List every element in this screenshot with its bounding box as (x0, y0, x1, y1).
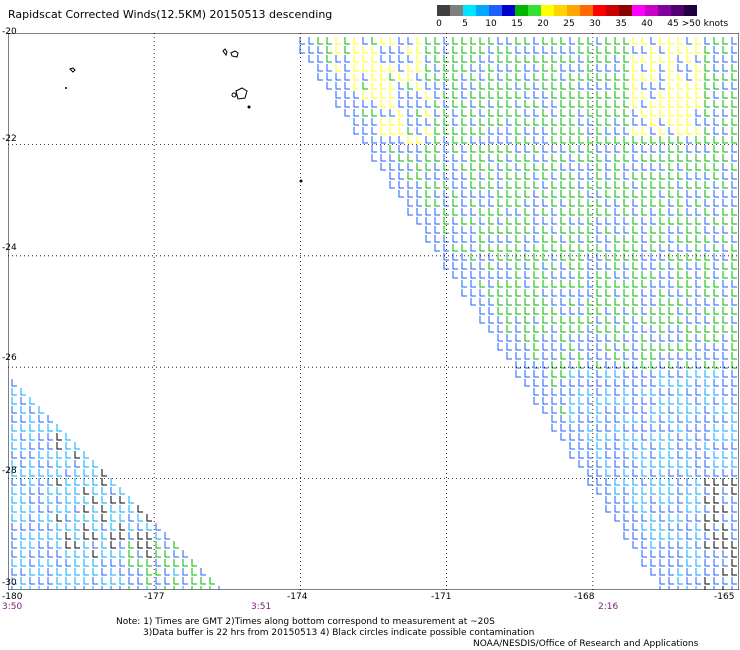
lon-label: -174 (287, 592, 307, 602)
color-scale-swatch (632, 5, 645, 16)
lat-label: -26 (2, 353, 17, 363)
note-line-2: 3)Data buffer is 22 hrs from 20150513 4)… (143, 628, 534, 638)
color-scale-tick-label: 25 (563, 19, 574, 29)
lon-label: -171 (431, 592, 451, 602)
lat-label: -24 (2, 243, 17, 253)
note-line-1: Note: 1) Times are GMT 2)Times along bot… (116, 617, 495, 627)
island-dot (248, 106, 251, 109)
color-scale-swatch (606, 5, 619, 16)
color-scale-tick-label: 0 (436, 19, 442, 29)
color-scale-swatch (593, 5, 606, 16)
map-frame (8, 33, 739, 590)
color-scale-swatch (502, 5, 515, 16)
color-scale-swatch (554, 5, 567, 16)
lon-label: -168 (574, 592, 594, 602)
lon-label: -177 (144, 592, 164, 602)
color-scale-swatch (541, 5, 554, 16)
color-scale-swatch (684, 5, 697, 16)
island-dot (300, 180, 303, 183)
island-dot (65, 87, 67, 89)
color-scale-tick-label: 5 (462, 19, 468, 29)
color-scale-labels: 0 5 10 15 20 25 30 35 40 45 >50 knots (437, 19, 717, 31)
color-scale-tick-label: 40 (641, 19, 652, 29)
color-scale-tick-label: 35 (615, 19, 626, 29)
time-label: 2:16 (598, 602, 618, 612)
color-scale-tick-label: 20 (537, 19, 548, 29)
lat-label: -28 (2, 466, 17, 476)
wind-speed-color-scale: 0 5 10 15 20 25 30 35 40 45 >50 knots (437, 5, 697, 33)
color-scale-swatch (528, 5, 541, 16)
color-scale-swatch (645, 5, 658, 16)
color-scale-tick-label: 45 (667, 19, 678, 29)
time-label: 3:50 (2, 602, 22, 612)
color-scale-unit-label: >50 knots (682, 19, 729, 29)
lat-label: -22 (2, 134, 17, 144)
color-scale-swatch (437, 5, 450, 16)
color-scale-swatch (463, 5, 476, 16)
color-scale-swatch (658, 5, 671, 16)
wind-map (8, 33, 739, 590)
lon-label: -180 (2, 592, 22, 602)
note-line-3: NOAA/NESDIS/Office of Research and Appli… (473, 639, 698, 649)
color-scale-swatch (450, 5, 463, 16)
map-title: Rapidscat Corrected Winds(12.5KM) 201505… (8, 8, 332, 21)
color-scale-bar (437, 5, 697, 16)
lat-label: -30 (2, 578, 17, 588)
color-scale-tick-label: 30 (589, 19, 600, 29)
lon-label: -165 (714, 592, 734, 602)
wind-map-plot (8, 33, 739, 590)
color-scale-swatch (671, 5, 684, 16)
time-label: 3:51 (251, 602, 271, 612)
lat-label: -20 (2, 27, 17, 37)
color-scale-swatch (580, 5, 593, 16)
color-scale-tick-label: 15 (511, 19, 522, 29)
color-scale-swatch (619, 5, 632, 16)
color-scale-swatch (476, 5, 489, 16)
color-scale-swatch (567, 5, 580, 16)
color-scale-swatch (515, 5, 528, 16)
color-scale-tick-label: 10 (485, 19, 496, 29)
color-scale-swatch (489, 5, 502, 16)
